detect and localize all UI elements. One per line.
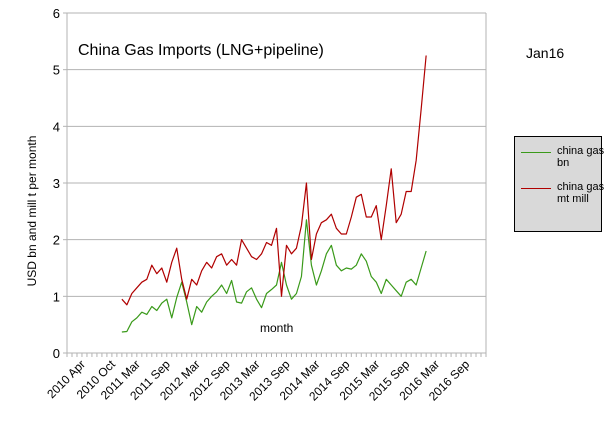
y-tick-label: 2	[53, 233, 60, 248]
period-label: Jan16	[526, 45, 565, 61]
y-tick-label: 5	[53, 63, 60, 78]
y-tick-label: 0	[53, 346, 60, 361]
y-tick-label: 3	[53, 176, 60, 191]
y-tick-label: 6	[53, 6, 60, 21]
chart-title: China Gas Imports (LNG+pipeline)	[78, 42, 324, 59]
y-tick-label: 1	[53, 289, 60, 304]
legend-label-gas-bn: china gas bn	[557, 145, 605, 169]
y-axis-label: USD bn and mill t per month	[25, 136, 39, 287]
series-line-gas-mt	[121, 55, 427, 306]
y-tick-label: 4	[53, 119, 60, 134]
legend: china gas bn china gas mt mill	[514, 136, 605, 232]
series-lines	[121, 55, 427, 333]
legend-swatch-gas-mt	[521, 188, 551, 189]
legend-swatch-gas-bn	[521, 152, 551, 153]
series-line-gas-bn	[121, 219, 427, 333]
month-annotation: month	[260, 321, 293, 335]
legend-label-gas-mt: china gas mt mill	[557, 181, 605, 205]
